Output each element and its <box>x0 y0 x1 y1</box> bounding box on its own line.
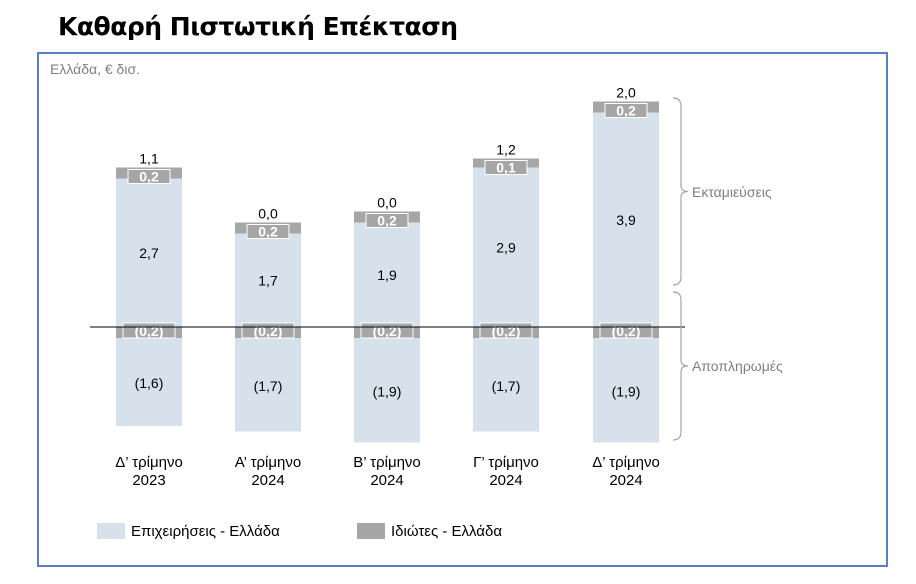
label-individuals-disbursement: 0,2 <box>139 169 159 185</box>
label-individuals-disbursement: 0,1 <box>496 160 516 176</box>
label-individuals-repayment: (0,2) <box>373 323 402 339</box>
label-box-individuals <box>365 213 409 228</box>
bar-business-disbursement <box>354 222 420 327</box>
legend-swatch-business <box>97 523 125 539</box>
label-business-disbursement: 1,9 <box>377 267 397 283</box>
label-net-total: 1,2 <box>496 142 516 158</box>
bar-business-repayment <box>473 338 539 432</box>
label-net-total: 1,1 <box>139 151 159 167</box>
label-box-individuals <box>127 169 171 184</box>
label-individuals-disbursement: 0,2 <box>258 224 278 240</box>
label-business-disbursement: 3,9 <box>616 212 636 228</box>
label-individuals-repayment: (0,2) <box>254 323 283 339</box>
label-box-individuals <box>484 160 528 175</box>
bar-business-repayment <box>593 338 659 443</box>
x-tick-label-line2: 2024 <box>251 472 284 489</box>
label-business-repayment: (1,9) <box>373 383 402 399</box>
label-box-individuals <box>604 103 648 118</box>
label-business-repayment: (1,7) <box>254 378 283 394</box>
label-business-repayment: (1,9) <box>612 383 641 399</box>
label-individuals-repayment: (0,2) <box>135 323 164 339</box>
label-net-total: 0,0 <box>377 195 397 211</box>
chart-title: Καθαρή Πιστωτική Επέκταση <box>58 12 458 41</box>
bar-business-repayment <box>235 338 301 432</box>
label-net-total: 2,0 <box>616 85 636 101</box>
label-box-individuals <box>246 224 290 239</box>
x-tick-label-line2: 2024 <box>609 472 642 489</box>
x-tick-label-line1: Δ’ τρίμηνο <box>592 454 660 471</box>
label-net-total: 0,0 <box>258 206 278 222</box>
x-tick-label-line2: 2023 <box>132 472 165 489</box>
x-tick-label-line2: 2024 <box>370 472 403 489</box>
label-business-disbursement: 2,7 <box>139 245 159 261</box>
legend-swatch-individuals <box>357 523 385 539</box>
brace-repayments <box>672 291 689 441</box>
bar-business-disbursement <box>593 112 659 327</box>
label-business-disbursement: 2,9 <box>496 239 516 255</box>
label-individuals-repayment: (0,2) <box>492 323 521 339</box>
x-tick-label-line1: Α’ τρίμηνο <box>235 454 301 471</box>
bar-business-repayment <box>116 338 182 426</box>
x-tick-label-line1: Β’ τρίμηνο <box>353 454 421 471</box>
x-tick-label-line1: Δ’ τρίμηνο <box>115 454 183 471</box>
annotation-repayments: Αποπληρωμές <box>692 358 783 374</box>
brace-disbursements <box>672 97 689 286</box>
label-individuals-disbursement: 0,2 <box>616 103 636 119</box>
legend-label-individuals: Ιδιώτες - Ελλάδα <box>391 523 502 540</box>
x-tick-label-line2: 2024 <box>489 472 522 489</box>
label-individuals-repayment: (0,2) <box>612 323 641 339</box>
bar-business-repayment <box>354 338 420 443</box>
x-tick-label-line1: Γ’ τρίμηνο <box>473 454 539 471</box>
label-business-repayment: (1,7) <box>492 378 521 394</box>
label-individuals-disbursement: 0,2 <box>377 213 397 229</box>
legend-label-business: Επιχειρήσεις - Ελλάδα <box>131 523 280 540</box>
label-business-repayment: (1,6) <box>135 375 164 391</box>
bar-business-disbursement <box>235 233 301 327</box>
annotation-disbursements: Εκταμιεύσεις <box>692 184 772 200</box>
chart-subtitle: Ελλάδα, € δισ. <box>50 61 140 77</box>
chart-frame <box>37 52 888 567</box>
bar-business-disbursement <box>473 167 539 327</box>
label-business-disbursement: 1,7 <box>258 272 278 288</box>
bar-business-disbursement <box>116 178 182 327</box>
